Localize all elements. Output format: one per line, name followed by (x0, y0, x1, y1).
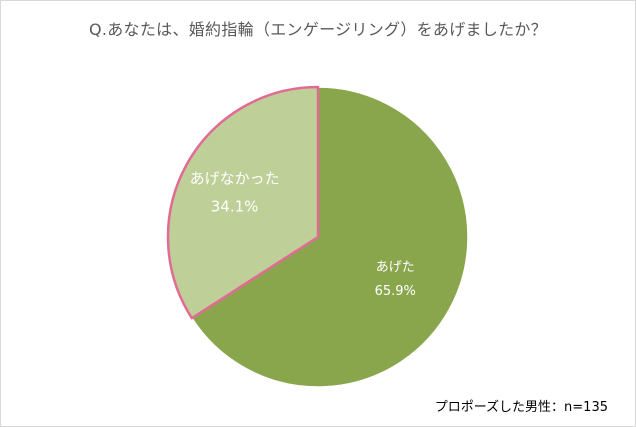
pie-slice-1 (191, 86, 469, 388)
slice-category-label: あげた (376, 260, 415, 275)
slice-value-label: 65.9% (375, 284, 416, 299)
sample-size-note: プロポーズした男性：n=135 (434, 400, 608, 415)
chart-title: Q.あなたは、婚約指輪（エンゲージリング）をあげましたか？ (88, 20, 548, 39)
slice-value-label: 34.1% (211, 197, 259, 215)
slice-category-label: あげなかった (190, 169, 280, 187)
pie-slice-2 (166, 85, 320, 320)
